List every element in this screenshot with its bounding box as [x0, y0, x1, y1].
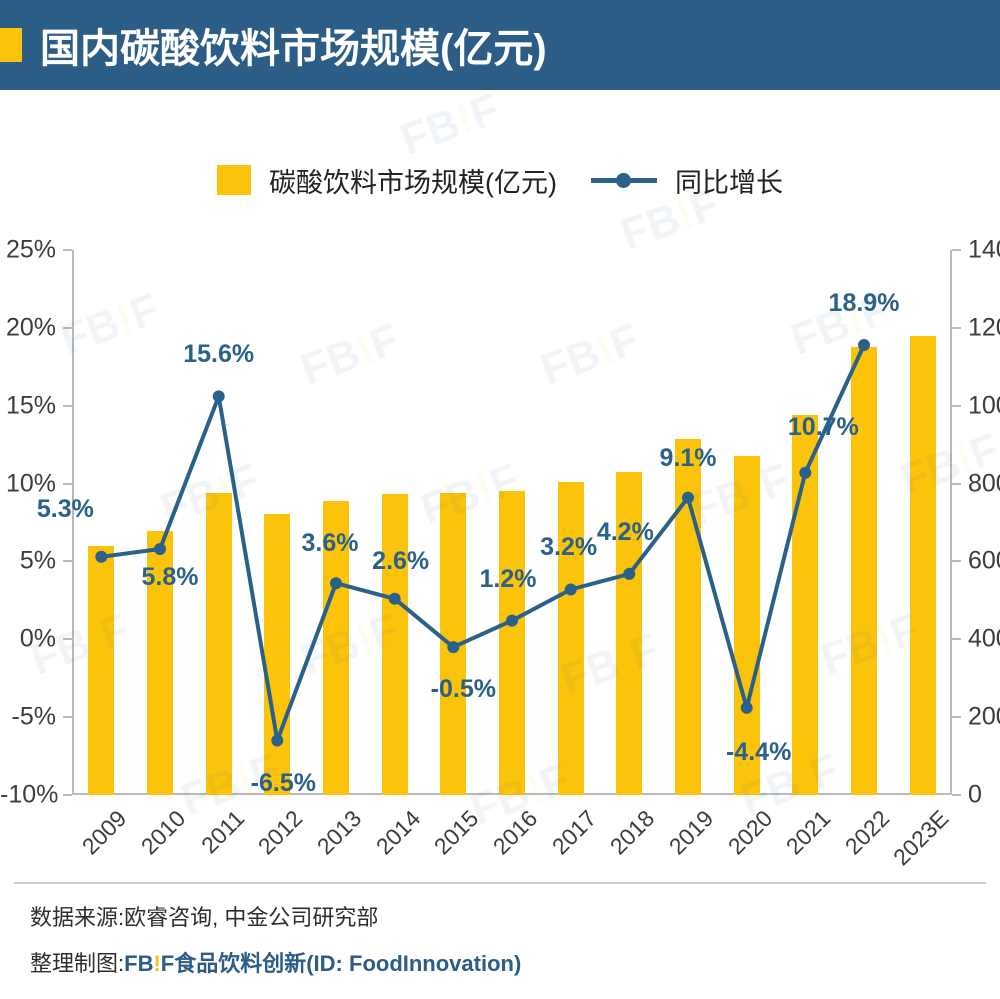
bar-2023E[interactable] — [909, 335, 936, 795]
right-tick — [952, 326, 961, 329]
fbif-logo-a: FB — [124, 951, 154, 976]
data-label-2012: -6.5% — [250, 768, 316, 797]
title-marker-icon — [0, 28, 22, 62]
line-point-2014[interactable] — [388, 592, 401, 605]
fbif-logo-b: F — [160, 951, 175, 976]
line-point-2022[interactable] — [858, 339, 870, 351]
line-point-2012[interactable] — [271, 734, 284, 747]
right-tick — [952, 638, 961, 641]
left-axis-tick-label: 25% — [5, 235, 56, 264]
line-dot-icon — [590, 171, 657, 189]
footer-source: 数据来源:欧睿咨询, 中金公司研究部 — [30, 905, 379, 930]
legend-item-line[interactable]: 同比增长 — [590, 161, 783, 200]
fbif-logo-bang: ! — [153, 951, 161, 976]
line-series — [95, 339, 870, 747]
footer-credit: 整理制图:FB!F食品饮料创新(ID: FoodInnovation) — [30, 946, 970, 978]
bar-2020[interactable] — [733, 456, 760, 795]
line-point-2015[interactable] — [447, 641, 460, 654]
left-tick — [63, 404, 72, 407]
title-bar: 国内碳酸饮料市场规模(亿元) — [0, 0, 1000, 90]
line-point-2016[interactable] — [506, 614, 518, 627]
data-label-2009: 5.3% — [36, 494, 94, 523]
page-title: 国内碳酸饮料市场规模(亿元) — [40, 27, 547, 71]
left-tick — [63, 482, 72, 485]
data-label-2013: 3.6% — [301, 529, 359, 558]
chart-legend: 碳酸饮料市场规模(亿元) 同比增长 — [0, 152, 1000, 208]
left-tick — [63, 326, 72, 329]
data-label-2018: 4.2% — [596, 517, 654, 546]
data-label-2016: 1.2% — [479, 564, 537, 593]
right-tick — [952, 560, 961, 563]
bar-2011[interactable] — [205, 492, 232, 795]
left-axis-tick-label: -10% — [0, 780, 59, 809]
right-axis-tick-label: 0 — [968, 780, 982, 809]
right-axis-tick-label: 1200 — [968, 313, 1000, 342]
data-label-2017: 3.2% — [540, 533, 598, 562]
bar-2016[interactable] — [499, 490, 525, 795]
right-tick — [952, 249, 961, 251]
footer-divider — [14, 882, 986, 884]
left-axis-tick-label: -5% — [11, 702, 56, 731]
right-axis-tick-label: 1000 — [968, 391, 1000, 420]
right-axis-line — [950, 250, 952, 795]
line-point-2011[interactable] — [212, 390, 225, 403]
right-axis-tick-label: 400 — [968, 624, 1000, 653]
left-tick — [63, 638, 72, 641]
footer-credit-rest: 食品饮料创新(ID: FoodInnovation) — [174, 951, 522, 976]
bar-2012[interactable] — [264, 513, 291, 795]
left-axis-tick-label: 20% — [5, 313, 56, 342]
legend-item-bars[interactable]: 碳酸饮料市场规模(亿元) — [217, 161, 557, 200]
left-axis-tick-label: 0% — [19, 624, 56, 653]
left-tick — [63, 716, 72, 719]
bar-2009[interactable] — [88, 545, 115, 795]
bar-2018[interactable] — [616, 471, 643, 795]
legend-label-line: 同比增长 — [674, 167, 783, 198]
data-label-2010: 5.8% — [141, 562, 199, 591]
right-tick — [952, 482, 961, 485]
footer-credit-prefix: 整理制图: — [30, 951, 125, 976]
bar-2014[interactable] — [381, 494, 408, 795]
footer: 数据来源:欧睿咨询, 中金公司研究部 整理制图:FB!F食品饮料创新(ID: F… — [30, 900, 970, 978]
line-point-2021[interactable] — [799, 466, 812, 479]
bar-2013[interactable] — [323, 501, 349, 795]
data-label-2011: 15.6% — [183, 340, 255, 369]
data-label-2021: 10.7% — [787, 412, 859, 441]
left-axis-tick-label: 15% — [5, 391, 56, 420]
bar-2010[interactable] — [147, 531, 173, 795]
right-axis-tick-label: 600 — [968, 546, 1000, 575]
right-tick — [952, 794, 961, 796]
right-tick — [952, 404, 961, 407]
left-axis-line — [72, 250, 74, 795]
line-point-2013[interactable] — [330, 577, 342, 590]
left-axis-tick-label: 5% — [19, 546, 56, 575]
line-point-2018[interactable] — [623, 567, 636, 580]
right-axis-tick-label: 800 — [968, 469, 1000, 498]
legend-label-bars: 碳酸饮料市场规模(亿元) — [269, 167, 557, 198]
data-label-2020: -4.4% — [726, 737, 792, 766]
data-label-2015: -0.5% — [430, 675, 496, 704]
line-point-2009[interactable] — [95, 550, 108, 563]
left-tick — [63, 560, 72, 563]
left-tick — [63, 794, 72, 796]
left-tick — [63, 249, 72, 251]
right-axis-tick-label: 200 — [968, 702, 1000, 731]
bar-2022[interactable] — [851, 347, 877, 795]
bar-2017[interactable] — [557, 482, 584, 795]
growth-line — [99, 343, 866, 743]
data-label-2022: 18.9% — [828, 288, 900, 317]
data-label-2019: 9.1% — [659, 443, 717, 472]
yellow-square-icon — [217, 165, 251, 195]
line-point-2020[interactable] — [740, 701, 753, 714]
line-point-2019[interactable] — [682, 491, 694, 504]
line-point-2010[interactable] — [154, 543, 166, 555]
plot-region: 5.3% 5.8% 15.6% -6.5% 3.6% 2.6% -0.5% 1.2% 3.2% 4… — [37, 249, 961, 870]
right-axis-tick-label: 1400 — [968, 235, 1000, 264]
left-axis-tick-label: 10% — [5, 469, 56, 498]
chart-area: 5.3% 5.8% 15.6% -6.5% 3.6% 2.6% -0.5% 1.2% 3.2% 4… — [0, 225, 1000, 871]
data-label-2014: 2.6% — [372, 546, 430, 575]
line-point-2017[interactable] — [564, 583, 577, 596]
right-tick — [952, 716, 961, 719]
